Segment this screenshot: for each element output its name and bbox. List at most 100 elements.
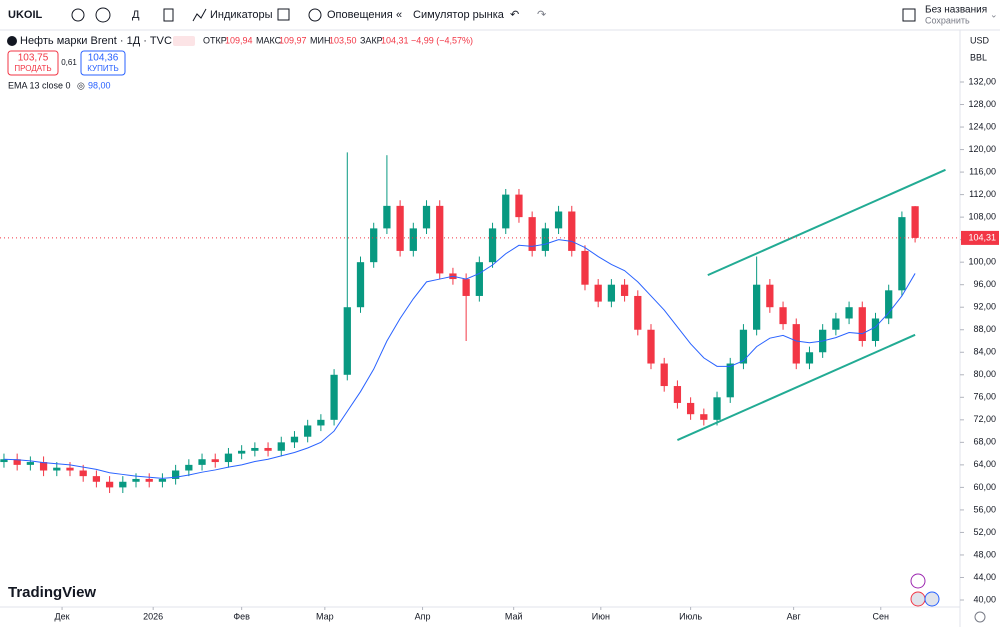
replay-icon[interactable]: « <box>396 9 402 21</box>
toolbar <box>0 0 1000 30</box>
y-tick-label: 80,00 <box>973 369 996 379</box>
candle-body <box>105 481 114 488</box>
economic-event[interactable] <box>910 591 926 607</box>
candle-body <box>343 307 351 375</box>
low-label: МИН <box>310 35 330 45</box>
buy-button[interactable] <box>80 50 126 76</box>
y-tick-label: 76,00 <box>973 392 996 402</box>
alerts-icon[interactable] <box>308 8 322 22</box>
compare-button[interactable] <box>95 7 111 23</box>
indicators-icon[interactable] <box>192 8 207 22</box>
y-tick-label: 88,00 <box>973 324 996 334</box>
candle-body <box>92 476 101 482</box>
candle-body <box>554 211 563 229</box>
y-tick-label: 116,00 <box>969 166 996 176</box>
candle-body <box>726 363 734 398</box>
redo-button[interactable]: ↷ <box>537 9 546 21</box>
instrument-icon <box>7 36 17 46</box>
x-tick-label: Апр <box>415 611 431 621</box>
candle-body <box>330 374 338 420</box>
y-tick-label: 120,00 <box>968 144 996 154</box>
candle-body <box>356 262 365 308</box>
y-tick-label: 96,00 <box>973 279 996 289</box>
candle-body <box>409 228 417 251</box>
last-price-label: 104,31 <box>968 232 996 242</box>
sell-price[interactable]: 103,75 <box>18 53 49 64</box>
symbol-icon[interactable] <box>71 8 85 22</box>
x-tick-label: Дек <box>55 611 70 621</box>
x-tick-label: Мар <box>316 611 334 621</box>
event-icon[interactable] <box>910 573 926 589</box>
candle-body <box>528 217 536 251</box>
settings-button[interactable] <box>974 611 986 623</box>
buy-price[interactable]: 104,36 <box>88 53 119 64</box>
candle-body <box>26 462 35 465</box>
candle-body <box>686 402 695 415</box>
low-value: 103,50 <box>329 35 357 45</box>
y-tick-label: 100,00 <box>968 257 996 267</box>
open-value: 109,94 <box>225 35 253 45</box>
y-tick-label: 128,00 <box>968 99 996 109</box>
candle-body <box>370 228 378 263</box>
spread: 0,61 <box>61 58 77 67</box>
candle-body <box>502 194 510 229</box>
currency[interactable]: USD <box>970 35 990 45</box>
candle-body <box>792 324 800 364</box>
layout-name[interactable]: Без названия <box>925 5 987 16</box>
candle-body <box>277 442 285 451</box>
y-tick-label: 108,00 <box>968 212 996 222</box>
candle-body <box>171 470 180 479</box>
interval[interactable]: Д <box>132 9 140 21</box>
sell-label[interactable]: ПРОДАТЬ <box>14 64 51 73</box>
ema-name: EMA 13 close 0 <box>8 80 71 90</box>
y-tick-label: 124,00 <box>968 121 996 131</box>
candle-body <box>673 386 682 403</box>
trend-line <box>677 333 916 442</box>
layout-menu[interactable]: ⌄ <box>990 9 998 19</box>
close-value: 104,31 <box>381 35 409 45</box>
candle-body <box>885 290 893 319</box>
candle-body <box>568 211 576 251</box>
candle-body <box>264 447 272 451</box>
ema-toggle[interactable]: ◎ <box>77 80 85 90</box>
candle-body <box>858 307 866 341</box>
save-button[interactable]: Сохранить <box>925 15 970 25</box>
candle-body <box>396 205 404 251</box>
y-tick-label: 48,00 <box>973 549 996 559</box>
buy-label[interactable]: КУПИТЬ <box>87 64 118 73</box>
undo-button[interactable]: ↶ <box>510 9 519 21</box>
candle-body <box>700 414 708 420</box>
candle-body <box>832 318 840 330</box>
candle-body <box>13 459 21 465</box>
candle-body <box>620 284 629 296</box>
plot: 40,00 44,00 48,00 52,00 56,00 60,00 64,00 68,00… <box>0 76 999 621</box>
sell-button[interactable] <box>7 50 59 76</box>
templates-button[interactable] <box>277 8 290 21</box>
symbol[interactable]: UKOIL <box>8 9 43 21</box>
candle-body <box>383 205 391 229</box>
replay-button[interactable]: Симулятор рынка <box>413 9 505 21</box>
y-tick-label: 56,00 <box>973 504 996 514</box>
candle-body <box>647 329 655 364</box>
layout-icon[interactable] <box>902 8 916 22</box>
candle-body <box>753 284 761 330</box>
candle-body <box>238 450 246 454</box>
chart-type-button[interactable] <box>163 8 174 22</box>
candle-body <box>713 397 721 420</box>
candle-body <box>66 467 74 471</box>
alerts-button[interactable]: Оповещения <box>327 9 393 21</box>
candle-body <box>145 478 153 482</box>
ema-value: 98,00 <box>88 80 111 90</box>
indicators-button[interactable]: Индикаторы <box>210 9 273 21</box>
candle-body <box>581 250 589 285</box>
candle-body <box>198 459 206 465</box>
candle-body <box>0 459 8 463</box>
candle-body <box>766 284 774 308</box>
y-tick-label: 72,00 <box>973 414 996 424</box>
candle-body <box>422 205 431 229</box>
last-price-tag <box>961 230 999 245</box>
candle-body <box>317 419 325 426</box>
unit[interactable]: BBL <box>970 52 987 62</box>
candle-body <box>660 363 668 387</box>
economic-event[interactable] <box>924 591 940 607</box>
